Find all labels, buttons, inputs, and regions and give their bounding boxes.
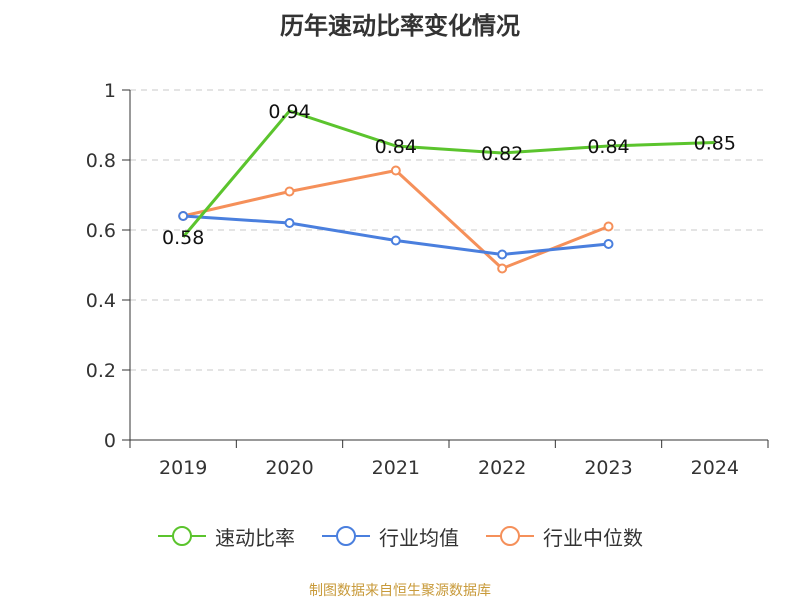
series-point xyxy=(603,239,614,249)
y-tick-label: 1 xyxy=(104,80,116,102)
legend-label: 速动比率 xyxy=(215,525,295,550)
y-tick-label: 0.2 xyxy=(86,360,116,382)
y-tick-label: 0 xyxy=(104,430,116,452)
legend-line-marker-icon xyxy=(486,526,534,546)
series-line-1 xyxy=(183,214,609,256)
series-point xyxy=(603,221,614,232)
grid-lines xyxy=(130,89,768,371)
series-point xyxy=(284,218,295,228)
x-tick-label: 2022 xyxy=(478,457,526,479)
legend-label: 行业均值 xyxy=(379,525,459,550)
series-points xyxy=(178,165,614,274)
source-note: 制图数据来自恒生聚源数据库 xyxy=(309,583,491,599)
y-tick-label: 0.6 xyxy=(86,220,116,242)
x-tick-label: 2024 xyxy=(691,457,739,479)
series-point xyxy=(497,249,508,260)
legend-label: 行业中位数 xyxy=(543,525,643,550)
data-label: 0.84 xyxy=(375,136,417,158)
legend-item[interactable]: 速动比率 xyxy=(157,522,295,551)
data-label: 0.94 xyxy=(268,101,310,123)
x-tick-label: 2019 xyxy=(159,457,207,479)
series-lines xyxy=(182,109,715,270)
series-point xyxy=(178,211,189,221)
data-label: 0.82 xyxy=(481,143,523,165)
legend: 速动比率 行业均值 行业中位数 xyxy=(0,520,800,552)
series-line-0 xyxy=(182,109,715,238)
data-label: 0.58 xyxy=(162,227,204,249)
legend-line-marker-icon xyxy=(322,526,370,546)
y-tick-label: 0.8 xyxy=(86,150,116,172)
series-point xyxy=(497,263,508,274)
data-label: 0.85 xyxy=(694,133,736,155)
series-point xyxy=(390,165,401,176)
x-tick-labels: 2019 2020 2021 2022 2023 2024 xyxy=(159,457,739,479)
axes xyxy=(122,89,769,448)
legend-line-marker-icon xyxy=(158,526,206,546)
x-tick-label: 2021 xyxy=(372,457,420,479)
x-tick-label: 2023 xyxy=(584,457,632,479)
legend-item[interactable]: 行业中位数 xyxy=(485,522,643,551)
y-tick-label: 0.4 xyxy=(86,290,116,312)
data-label: 0.84 xyxy=(587,136,629,158)
y-tick-labels: 0 0.2 0.4 0.6 0.8 1 xyxy=(86,80,116,452)
series-point xyxy=(284,186,295,197)
legend-item[interactable]: 行业均值 xyxy=(321,522,459,551)
data-labels: 0.58 0.94 0.84 0.82 0.84 0.85 xyxy=(162,101,736,249)
x-tick-label: 2020 xyxy=(265,457,313,479)
chart-title: 历年速动比率变化情况 xyxy=(280,12,520,40)
series-point xyxy=(390,235,401,246)
